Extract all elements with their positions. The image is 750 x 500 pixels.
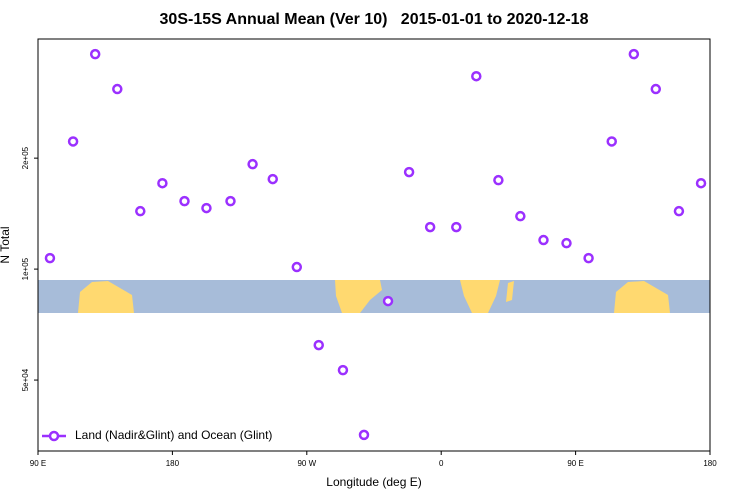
point xyxy=(135,205,146,217)
point xyxy=(673,205,685,217)
point xyxy=(267,173,279,185)
point xyxy=(493,174,504,186)
map-strip xyxy=(38,280,710,313)
x-tick-label: 90 W xyxy=(297,459,316,468)
point xyxy=(89,48,101,60)
point xyxy=(471,70,482,82)
x-axis-label: Longitude (deg E) xyxy=(326,475,421,489)
legend-marker xyxy=(48,430,60,442)
point xyxy=(225,195,236,207)
point xyxy=(451,221,462,233)
point xyxy=(628,48,640,60)
point xyxy=(424,221,436,233)
point xyxy=(67,136,79,147)
point xyxy=(650,83,662,95)
plot-frame xyxy=(37,38,711,452)
x-tick-label: 0 xyxy=(439,459,444,468)
point xyxy=(561,237,572,249)
point xyxy=(358,429,370,441)
y-tick-label: 1e+05 xyxy=(21,257,30,280)
x-tick-label: 180 xyxy=(166,459,180,468)
point xyxy=(112,83,123,95)
y-tick-label: 5e+04 xyxy=(21,368,30,391)
point xyxy=(291,261,303,273)
point xyxy=(313,339,324,351)
chart-title: 30S-15S Annual Mean (Ver 10) 2015-01-01 … xyxy=(160,11,589,28)
point xyxy=(695,177,707,189)
x-tick-label: 180 xyxy=(703,459,717,468)
x-tick-label: 90 E xyxy=(30,459,46,468)
point xyxy=(201,202,212,214)
point xyxy=(44,252,56,264)
point xyxy=(606,136,617,147)
point xyxy=(337,364,349,376)
point xyxy=(403,166,415,178)
point xyxy=(247,158,258,170)
x-tick-label: 90 E xyxy=(567,459,583,468)
point xyxy=(179,195,190,207)
point xyxy=(583,252,594,264)
point xyxy=(382,295,394,307)
y-tick-label: 2e+05 xyxy=(21,146,30,169)
point xyxy=(538,234,549,246)
point xyxy=(515,210,526,222)
y-axis-label: N Total xyxy=(0,226,12,263)
point xyxy=(157,177,168,189)
legend-label: Land (Nadir&Glint) and Ocean (Glint) xyxy=(75,428,272,442)
